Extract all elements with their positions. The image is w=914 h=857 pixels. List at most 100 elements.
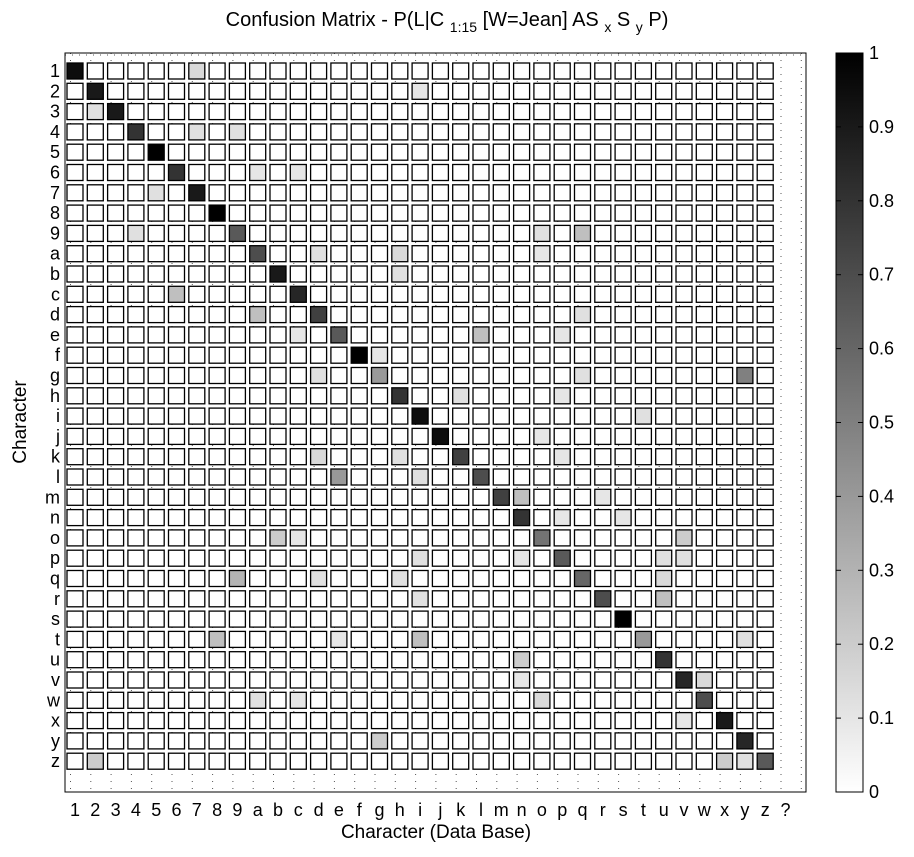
- matrix-cell: [188, 590, 206, 608]
- matrix-cell: [452, 82, 470, 100]
- matrix-cell: [695, 265, 713, 283]
- matrix-cell: [269, 732, 287, 750]
- matrix-cell: [655, 62, 673, 80]
- matrix-cell: [411, 224, 429, 243]
- x-tick-label: 9: [232, 800, 242, 820]
- matrix-cell: [370, 285, 389, 303]
- matrix-cell: [675, 204, 693, 222]
- matrix-cell: [208, 407, 226, 425]
- matrix-cell: [715, 102, 734, 121]
- matrix-cell: [86, 508, 104, 527]
- matrix-cell: [411, 671, 429, 689]
- matrix-cell: [208, 204, 226, 222]
- matrix-cell: [553, 82, 571, 100]
- matrix-cell: [411, 427, 429, 446]
- matrix-cell: [634, 143, 653, 161]
- matrix-cell: [573, 305, 592, 324]
- y-tick-label: x: [51, 711, 60, 731]
- matrix-cell: [655, 102, 673, 121]
- matrix-cell: [452, 752, 470, 770]
- matrix-cell: [655, 245, 673, 263]
- matrix-cell: [330, 346, 348, 364]
- x-tick-label: g: [374, 800, 384, 820]
- matrix-cell: [391, 62, 409, 80]
- y-tick-label: n: [50, 508, 60, 528]
- y-tick-label: 5: [50, 142, 60, 162]
- matrix-cell: [472, 468, 490, 486]
- matrix-cell: [553, 630, 571, 649]
- matrix-cell: [411, 285, 429, 303]
- colorbar-tick-label: 0.3: [869, 560, 894, 580]
- matrix-cell: [228, 366, 247, 385]
- y-tick-label: c: [51, 284, 60, 304]
- matrix-cell: [127, 488, 145, 506]
- matrix-cell: [472, 62, 490, 80]
- x-tick-label: s: [619, 800, 628, 820]
- matrix-cell: [634, 62, 653, 80]
- matrix-cell: [675, 529, 693, 547]
- matrix-cell: [66, 265, 84, 283]
- matrix-cell: [452, 508, 470, 527]
- matrix-cell: [188, 346, 206, 364]
- matrix-cell: [269, 529, 287, 547]
- matrix-cell: [594, 346, 612, 364]
- matrix-cell: [512, 610, 531, 628]
- matrix-cell: [127, 468, 145, 486]
- matrix-cell: [106, 82, 125, 100]
- matrix-cell: [472, 752, 490, 770]
- matrix-cell: [614, 326, 632, 344]
- matrix-cell: [330, 590, 348, 608]
- matrix-cell: [147, 143, 165, 161]
- matrix-cell: [309, 346, 328, 364]
- title-subscript-range: 1:15: [450, 19, 477, 35]
- matrix-cell: [512, 102, 531, 121]
- matrix-cell: [228, 387, 247, 405]
- matrix-cell: [756, 305, 774, 324]
- matrix-cell: [350, 671, 368, 689]
- matrix-cell: [452, 407, 470, 425]
- matrix-cell: [715, 732, 734, 750]
- matrix-cell: [715, 163, 734, 182]
- matrix-cell: [756, 488, 774, 506]
- matrix-cell: [431, 651, 450, 669]
- matrix-cell: [127, 752, 145, 770]
- matrix-cell: [553, 732, 571, 750]
- matrix-cell: [512, 630, 531, 649]
- matrix-cell: [249, 123, 267, 141]
- matrix-cell: [106, 265, 125, 283]
- matrix-cell: [249, 387, 267, 405]
- matrix-cell: [756, 732, 774, 750]
- matrix-cell: [655, 265, 673, 283]
- matrix-cell: [634, 691, 653, 709]
- matrix-cell: [431, 488, 450, 506]
- matrix-cell: [127, 163, 145, 182]
- matrix-cell: [634, 245, 653, 263]
- matrix-cell: [370, 82, 389, 100]
- matrix-cell: [675, 508, 693, 527]
- matrix-cell: [289, 305, 307, 324]
- matrix-cell: [330, 82, 348, 100]
- matrix-cell: [350, 590, 368, 608]
- matrix-cell: [127, 102, 145, 121]
- matrix-cell: [66, 427, 84, 446]
- matrix-cell: [512, 508, 531, 527]
- matrix-cell: [675, 711, 693, 730]
- y-tick-label: 8: [50, 203, 60, 223]
- matrix-cell: [533, 630, 551, 649]
- matrix-cell: [350, 448, 368, 466]
- matrix-cell: [269, 143, 287, 161]
- matrix-cell: [472, 691, 490, 709]
- matrix-cell: [614, 610, 632, 628]
- matrix-cell: [715, 346, 734, 364]
- matrix-cell: [675, 468, 693, 486]
- matrix-cell: [147, 651, 165, 669]
- matrix-cell: [228, 529, 247, 547]
- matrix-cell: [594, 387, 612, 405]
- matrix-cell: [66, 143, 84, 161]
- matrix-cell: [614, 630, 632, 649]
- matrix-cell: [228, 285, 247, 303]
- matrix-cell: [452, 387, 470, 405]
- matrix-cell: [391, 732, 409, 750]
- y-axis-label: Character: [10, 380, 31, 464]
- matrix-cell: [594, 651, 612, 669]
